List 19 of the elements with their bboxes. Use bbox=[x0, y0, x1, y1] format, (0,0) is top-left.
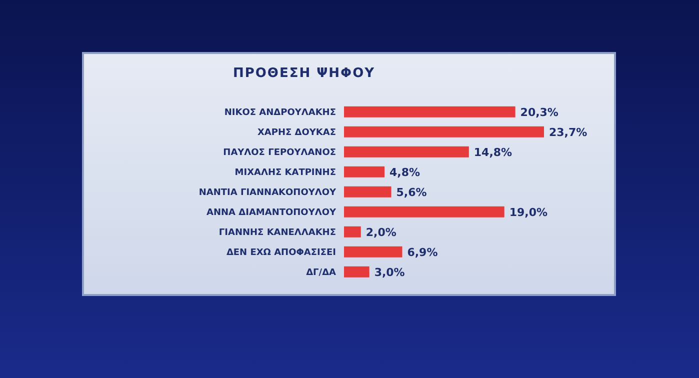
data-label: 4,8% bbox=[390, 166, 420, 179]
data-label: 3,0% bbox=[374, 266, 405, 279]
data-label: 20,3% bbox=[520, 106, 558, 119]
data-label: 5,6% bbox=[396, 186, 427, 199]
y-tick-label: ΓΙΑΝΝΗΣ ΚΑΝΕΛΛΑΚΗΣ bbox=[218, 228, 336, 238]
chart-title: ΠΡΟΘΕΣΗ ΨΗΦΟΥ bbox=[232, 66, 376, 81]
y-tick-label: ΝΙΚΟΣ ΑΝΔΡΟΥΛΑΚΗΣ bbox=[224, 108, 336, 118]
y-tick-label: ΑΝΝΑ ΔΙΑΜΑΝΤΟΠΟΥΛΟΥ bbox=[206, 208, 336, 218]
y-tick-label: ΜΙΧΑΛΗΣ ΚΑΤΡΙΝΗΣ bbox=[234, 168, 336, 178]
data-label: 23,7% bbox=[549, 126, 588, 139]
data-label: 14,8% bbox=[474, 146, 512, 159]
data-label: 6,9% bbox=[407, 246, 438, 259]
y-tick-label: ΧΑΡΗΣ ΔΟΥΚΑΣ bbox=[257, 128, 336, 138]
data-label: 2,0% bbox=[366, 226, 396, 239]
data-label: 19,0% bbox=[509, 206, 548, 219]
y-tick-label: ΝΑΝΤΙΑ ΓΙΑΝΝΑΚΟΠΟΥΛΟΥ bbox=[198, 188, 336, 198]
y-tick-label: ΠΑΥΛΟΣ ΓΕΡΟΥΛΑΝΟΣ bbox=[223, 148, 336, 158]
y-tick-label: ΔΕΝ ΕΧΩ ΑΠΟΦΑΣΙΣΕΙ bbox=[226, 248, 336, 258]
y-tick-label: ΔΓ/ΔΑ bbox=[306, 268, 336, 278]
